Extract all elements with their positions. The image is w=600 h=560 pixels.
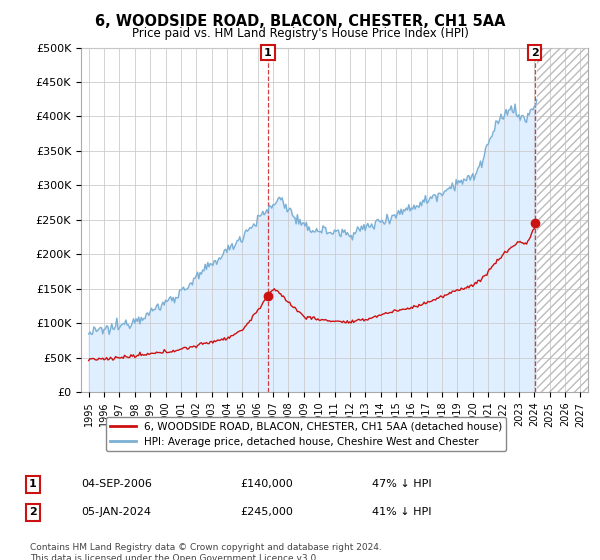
Text: 6, WOODSIDE ROAD, BLACON, CHESTER, CH1 5AA: 6, WOODSIDE ROAD, BLACON, CHESTER, CH1 5… [95,14,505,29]
Text: 1: 1 [29,479,37,489]
Text: 04-SEP-2006: 04-SEP-2006 [81,479,152,489]
Text: 1: 1 [264,48,272,58]
Text: 05-JAN-2024: 05-JAN-2024 [81,507,151,517]
Legend: 6, WOODSIDE ROAD, BLACON, CHESTER, CH1 5AA (detached house), HPI: Average price,: 6, WOODSIDE ROAD, BLACON, CHESTER, CH1 5… [106,417,506,451]
Text: 2: 2 [530,48,538,58]
Text: 47% ↓ HPI: 47% ↓ HPI [372,479,431,489]
Text: 41% ↓ HPI: 41% ↓ HPI [372,507,431,517]
Text: Contains HM Land Registry data © Crown copyright and database right 2024.
This d: Contains HM Land Registry data © Crown c… [30,543,382,560]
Bar [537,48,588,392]
Text: 2: 2 [29,507,37,517]
Bar [537,48,588,392]
Text: £245,000: £245,000 [240,507,293,517]
Text: £140,000: £140,000 [240,479,293,489]
Text: Price paid vs. HM Land Registry's House Price Index (HPI): Price paid vs. HM Land Registry's House … [131,27,469,40]
